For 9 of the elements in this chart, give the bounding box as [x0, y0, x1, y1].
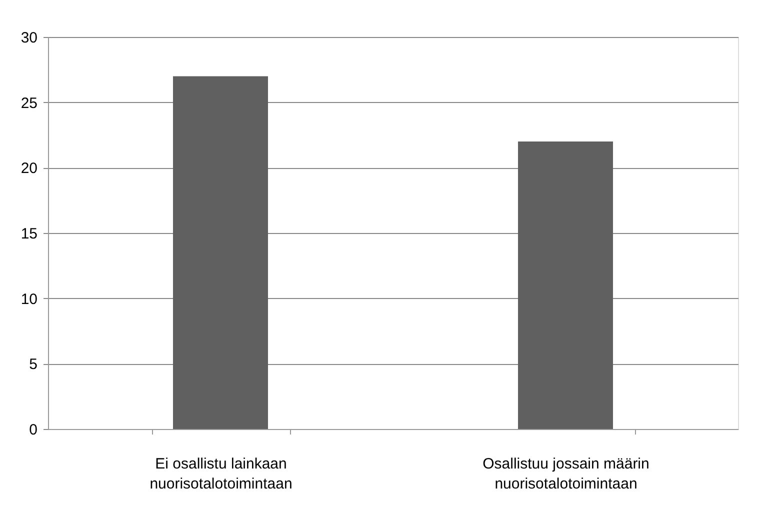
- y-tick-label: 20: [20, 160, 38, 178]
- y-tick-label: 15: [20, 226, 38, 242]
- x-tick-label: Osallistuu jossain määrin nuorisotalotoimintaan: [482, 456, 650, 492]
- x-tick-label: Ei osallistu lainkaan nuorisotalotoimintaan: [150, 456, 292, 492]
- y-tick-label: 30: [20, 30, 38, 46]
- y-tick-label: 5: [29, 356, 38, 374]
- y-tick-label: 0: [29, 422, 38, 438]
- y-tick-label: 25: [20, 94, 38, 112]
- y-tick-label: 10: [20, 290, 38, 308]
